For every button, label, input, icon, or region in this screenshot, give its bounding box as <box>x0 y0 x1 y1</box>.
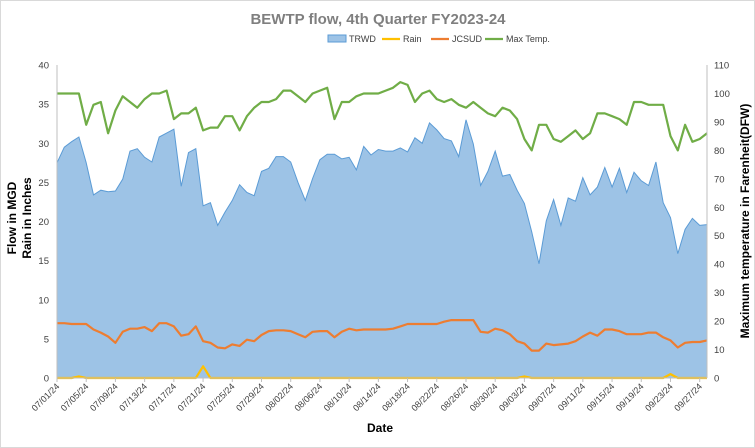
x-tick-label: 07/21/24 <box>176 381 208 413</box>
x-tick-label: 07/09/24 <box>88 381 120 413</box>
x-tick-label: 07/05/24 <box>59 381 91 413</box>
y-tick-label: 5 <box>44 334 49 345</box>
x-tick-label: 07/13/24 <box>117 381 149 413</box>
y-tick-label: 0 <box>44 374 49 385</box>
x-tick-label: 09/15/24 <box>585 381 617 413</box>
x-tick-label: 08/06/24 <box>292 381 324 413</box>
legend-swatch <box>327 34 347 43</box>
y-tick-label: 35 <box>38 100 49 111</box>
x-tick-label: 09/03/24 <box>497 381 529 413</box>
y2-tick-label: 70 <box>714 174 725 185</box>
y2-tick-label: 10 <box>714 345 725 356</box>
y2-tick-label: 90 <box>714 117 725 128</box>
y2-tick-label: 40 <box>714 260 725 271</box>
x-tick-label: 08/30/24 <box>468 381 500 413</box>
x-tick-label: 09/27/24 <box>672 381 704 413</box>
series-line-max-temp <box>57 81 708 152</box>
x-tick-label: 07/01/24 <box>30 381 62 413</box>
chart-title: BEWTP flow, 4th Quarter FY2023-24 <box>250 11 506 28</box>
y2-tick-label: 110 <box>714 61 729 72</box>
x-tick-label: 07/17/24 <box>146 381 178 413</box>
y2-axis-title: Maximum temperature in Farenheit(DFW) <box>738 104 752 339</box>
series-outline-trwd <box>56 119 708 264</box>
y-tick-label: 25 <box>38 178 49 189</box>
y2-tick-label: 80 <box>714 146 725 157</box>
y-tick-label: 30 <box>38 139 49 150</box>
legend-item: Max Temp. <box>485 34 550 44</box>
series-area-trwd <box>57 119 707 379</box>
x-tick-label: 09/23/24 <box>643 381 675 413</box>
x-tick-label: 09/19/24 <box>614 381 646 413</box>
x-tick-label: 08/14/24 <box>351 381 383 413</box>
legend-label: JCSUD <box>452 34 483 44</box>
y-tick-label: 20 <box>38 217 49 228</box>
y-axis-title-flow: Flow in MGD <box>5 181 19 254</box>
x-tick-label: 08/10/24 <box>322 381 354 413</box>
x-tick-label: 08/02/24 <box>263 381 295 413</box>
y2-tick-label: 50 <box>714 231 725 242</box>
legend-label: TRWD <box>349 34 376 44</box>
x-tick-label: 07/25/24 <box>205 381 237 413</box>
legend-item: TRWD <box>327 34 376 44</box>
x-axis-title: Date <box>367 421 393 435</box>
y2-tick-label: 100 <box>714 89 730 100</box>
x-tick-label: 08/22/24 <box>409 381 441 413</box>
y-tick-label: 10 <box>38 295 49 306</box>
y-axis-title-rain: Rain in Inches <box>20 177 34 259</box>
x-tick-label: 07/29/24 <box>234 381 266 413</box>
x-tick-label: 09/11/24 <box>556 381 587 412</box>
y2-tick-label: 0 <box>714 374 719 385</box>
plot-area <box>56 81 708 380</box>
legend-label: Max Temp. <box>506 34 550 44</box>
y-tick-label: 15 <box>38 256 49 267</box>
x-tick-label: 08/18/24 <box>380 381 412 413</box>
legend-item: Rain <box>382 34 422 44</box>
y2-tick-label: 30 <box>714 288 725 299</box>
series-line-jcsud <box>57 319 708 352</box>
x-tick-label: 08/26/24 <box>439 381 471 413</box>
x-tick-label: 09/07/24 <box>526 381 558 413</box>
y2-tick-label: 20 <box>714 317 725 328</box>
legend: TRWD Rain JCSUD Max Temp. <box>327 34 550 44</box>
y2-tick-label: 60 <box>714 203 725 214</box>
legend-label: Rain <box>403 34 422 44</box>
y-tick-label: 40 <box>38 61 49 72</box>
legend-item: JCSUD <box>431 34 483 44</box>
